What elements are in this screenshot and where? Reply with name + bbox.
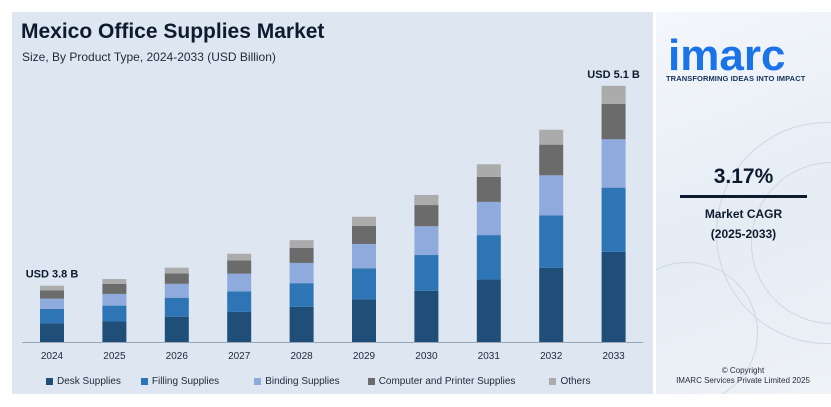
legend-swatch	[46, 378, 53, 385]
bar-segment	[102, 279, 127, 284]
x-tick-label: 2033	[602, 351, 625, 362]
bar-segment	[539, 215, 564, 268]
bar-segment	[102, 321, 127, 342]
bar-segment	[164, 316, 189, 342]
bar-segment	[414, 205, 439, 227]
legend-item: Others	[549, 376, 590, 387]
bar-segment	[40, 298, 64, 309]
legend-swatch	[140, 378, 148, 385]
bar-segment	[40, 308, 64, 324]
bar-segment	[414, 255, 439, 291]
bar-segment	[40, 290, 64, 299]
bar-segment	[289, 247, 314, 263]
bar-segment	[227, 260, 252, 274]
legend-swatch	[254, 378, 262, 385]
cagr-period: (2025-2033)	[710, 227, 777, 241]
bar-segment	[102, 305, 127, 322]
bar-segment	[289, 283, 314, 307]
bar-segment	[164, 273, 189, 284]
total-annotation: USD 3.8 B	[26, 269, 79, 281]
legend-swatch	[367, 378, 375, 385]
brand-panel	[656, 12, 831, 394]
chart-subtitle: Size, By Product Type, 2024-2033 (USD Bi…	[22, 50, 276, 64]
cagr-label: Market CAGR	[704, 207, 783, 221]
bar-segment	[414, 226, 439, 256]
bar-segment	[601, 103, 626, 140]
copyright-notice: © Copyright IMARC Services Private Limit…	[660, 366, 826, 386]
bar-segment	[476, 164, 501, 177]
bar-segment	[40, 285, 64, 291]
bar-segment	[352, 299, 376, 342]
bar-segment	[476, 176, 501, 202]
bar-segment	[414, 290, 439, 342]
bar-segment	[289, 306, 314, 342]
legend-label: Others	[560, 376, 591, 387]
bar-segment	[539, 129, 564, 145]
legend-swatch	[549, 378, 557, 385]
bar-segment	[476, 279, 501, 342]
bar-segment	[352, 268, 376, 300]
bar-segment	[352, 243, 376, 269]
legend-label: Desk Supplies	[57, 376, 121, 387]
chart-title: Mexico Office Supplies Market	[21, 20, 325, 43]
cagr-value: 3.17%	[713, 165, 774, 188]
bar-segment	[476, 235, 501, 280]
bar-segment	[476, 201, 501, 236]
legend-label: Filling Supplies	[151, 376, 220, 387]
legend-item: Binding Supplies	[254, 376, 340, 387]
legend-label: Binding Supplies	[265, 376, 340, 387]
imarc-logo: imarc	[668, 31, 785, 80]
copyright-owner: IMARC Services Private Limited 2025	[676, 376, 810, 385]
x-tick-label: 2028	[290, 351, 313, 362]
x-tick-label: 2029	[353, 351, 376, 362]
bar-segment	[352, 216, 376, 226]
total-annotation: USD 5.1 B	[587, 70, 640, 81]
bar-segment	[601, 251, 626, 342]
bar-segment	[102, 293, 127, 306]
bar-segment	[414, 194, 439, 206]
bar-segment	[539, 267, 564, 342]
copyright-line: © Copyright	[721, 366, 765, 375]
bar-segment	[164, 283, 189, 298]
bar-segment	[102, 283, 127, 294]
bar-segment	[227, 253, 252, 261]
x-tick-label: 2030	[415, 351, 438, 362]
logo-text: imarc	[668, 31, 785, 80]
legend-label: Computer and Printer Supplies	[378, 376, 516, 387]
bar-segment	[539, 175, 564, 216]
stacked-bar-chart: 2024 2025 2026 2027 2028 2029 2030 2031 2032 2033…	[22, 70, 643, 362]
bar-segment	[601, 187, 626, 252]
bar-segment	[227, 273, 252, 292]
x-tick-label: 2027	[228, 351, 251, 362]
bar-segment	[352, 225, 376, 244]
x-tick-label: 2031	[478, 351, 501, 362]
bar-segment	[601, 139, 626, 188]
x-tick-label: 2024	[41, 351, 64, 362]
bar-segment	[289, 262, 314, 284]
legend-item: Desk Supplies	[46, 376, 121, 387]
bar-segment	[164, 267, 189, 274]
bar-segment	[227, 291, 252, 312]
cagr-divider	[680, 195, 807, 198]
bar-segment	[164, 297, 189, 317]
bar-segment	[289, 240, 314, 248]
legend-item: Computer and Printer Supplies	[367, 376, 516, 387]
bar-segment	[601, 85, 626, 104]
x-tick-label: 2032	[540, 351, 563, 362]
legend-item: Filling Supplies	[140, 376, 220, 387]
bar-segment	[40, 323, 64, 342]
x-tick-label: 2025	[103, 351, 126, 362]
chart-legend: Desk Supplies Filling Supplies Binding Sup…	[46, 376, 590, 387]
bar-segment	[539, 144, 564, 176]
brand-tagline: TRANSFORMING IDEAS INTO IMPACT	[666, 74, 806, 83]
bar-segment	[227, 311, 252, 342]
x-tick-label: 2026	[166, 351, 189, 362]
